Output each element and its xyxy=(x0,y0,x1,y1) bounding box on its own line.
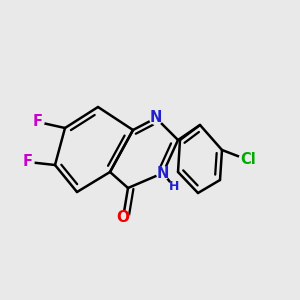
Circle shape xyxy=(149,112,163,124)
Text: Cl: Cl xyxy=(240,152,256,167)
Text: F: F xyxy=(33,115,43,130)
Text: N: N xyxy=(150,110,162,125)
Text: F: F xyxy=(23,154,33,169)
Text: O: O xyxy=(116,211,130,226)
Text: H: H xyxy=(169,181,179,194)
Circle shape xyxy=(169,182,179,193)
Circle shape xyxy=(22,156,34,168)
Circle shape xyxy=(239,151,257,169)
Circle shape xyxy=(32,116,44,128)
Circle shape xyxy=(157,167,169,179)
Circle shape xyxy=(116,212,130,224)
Text: N: N xyxy=(157,166,169,181)
